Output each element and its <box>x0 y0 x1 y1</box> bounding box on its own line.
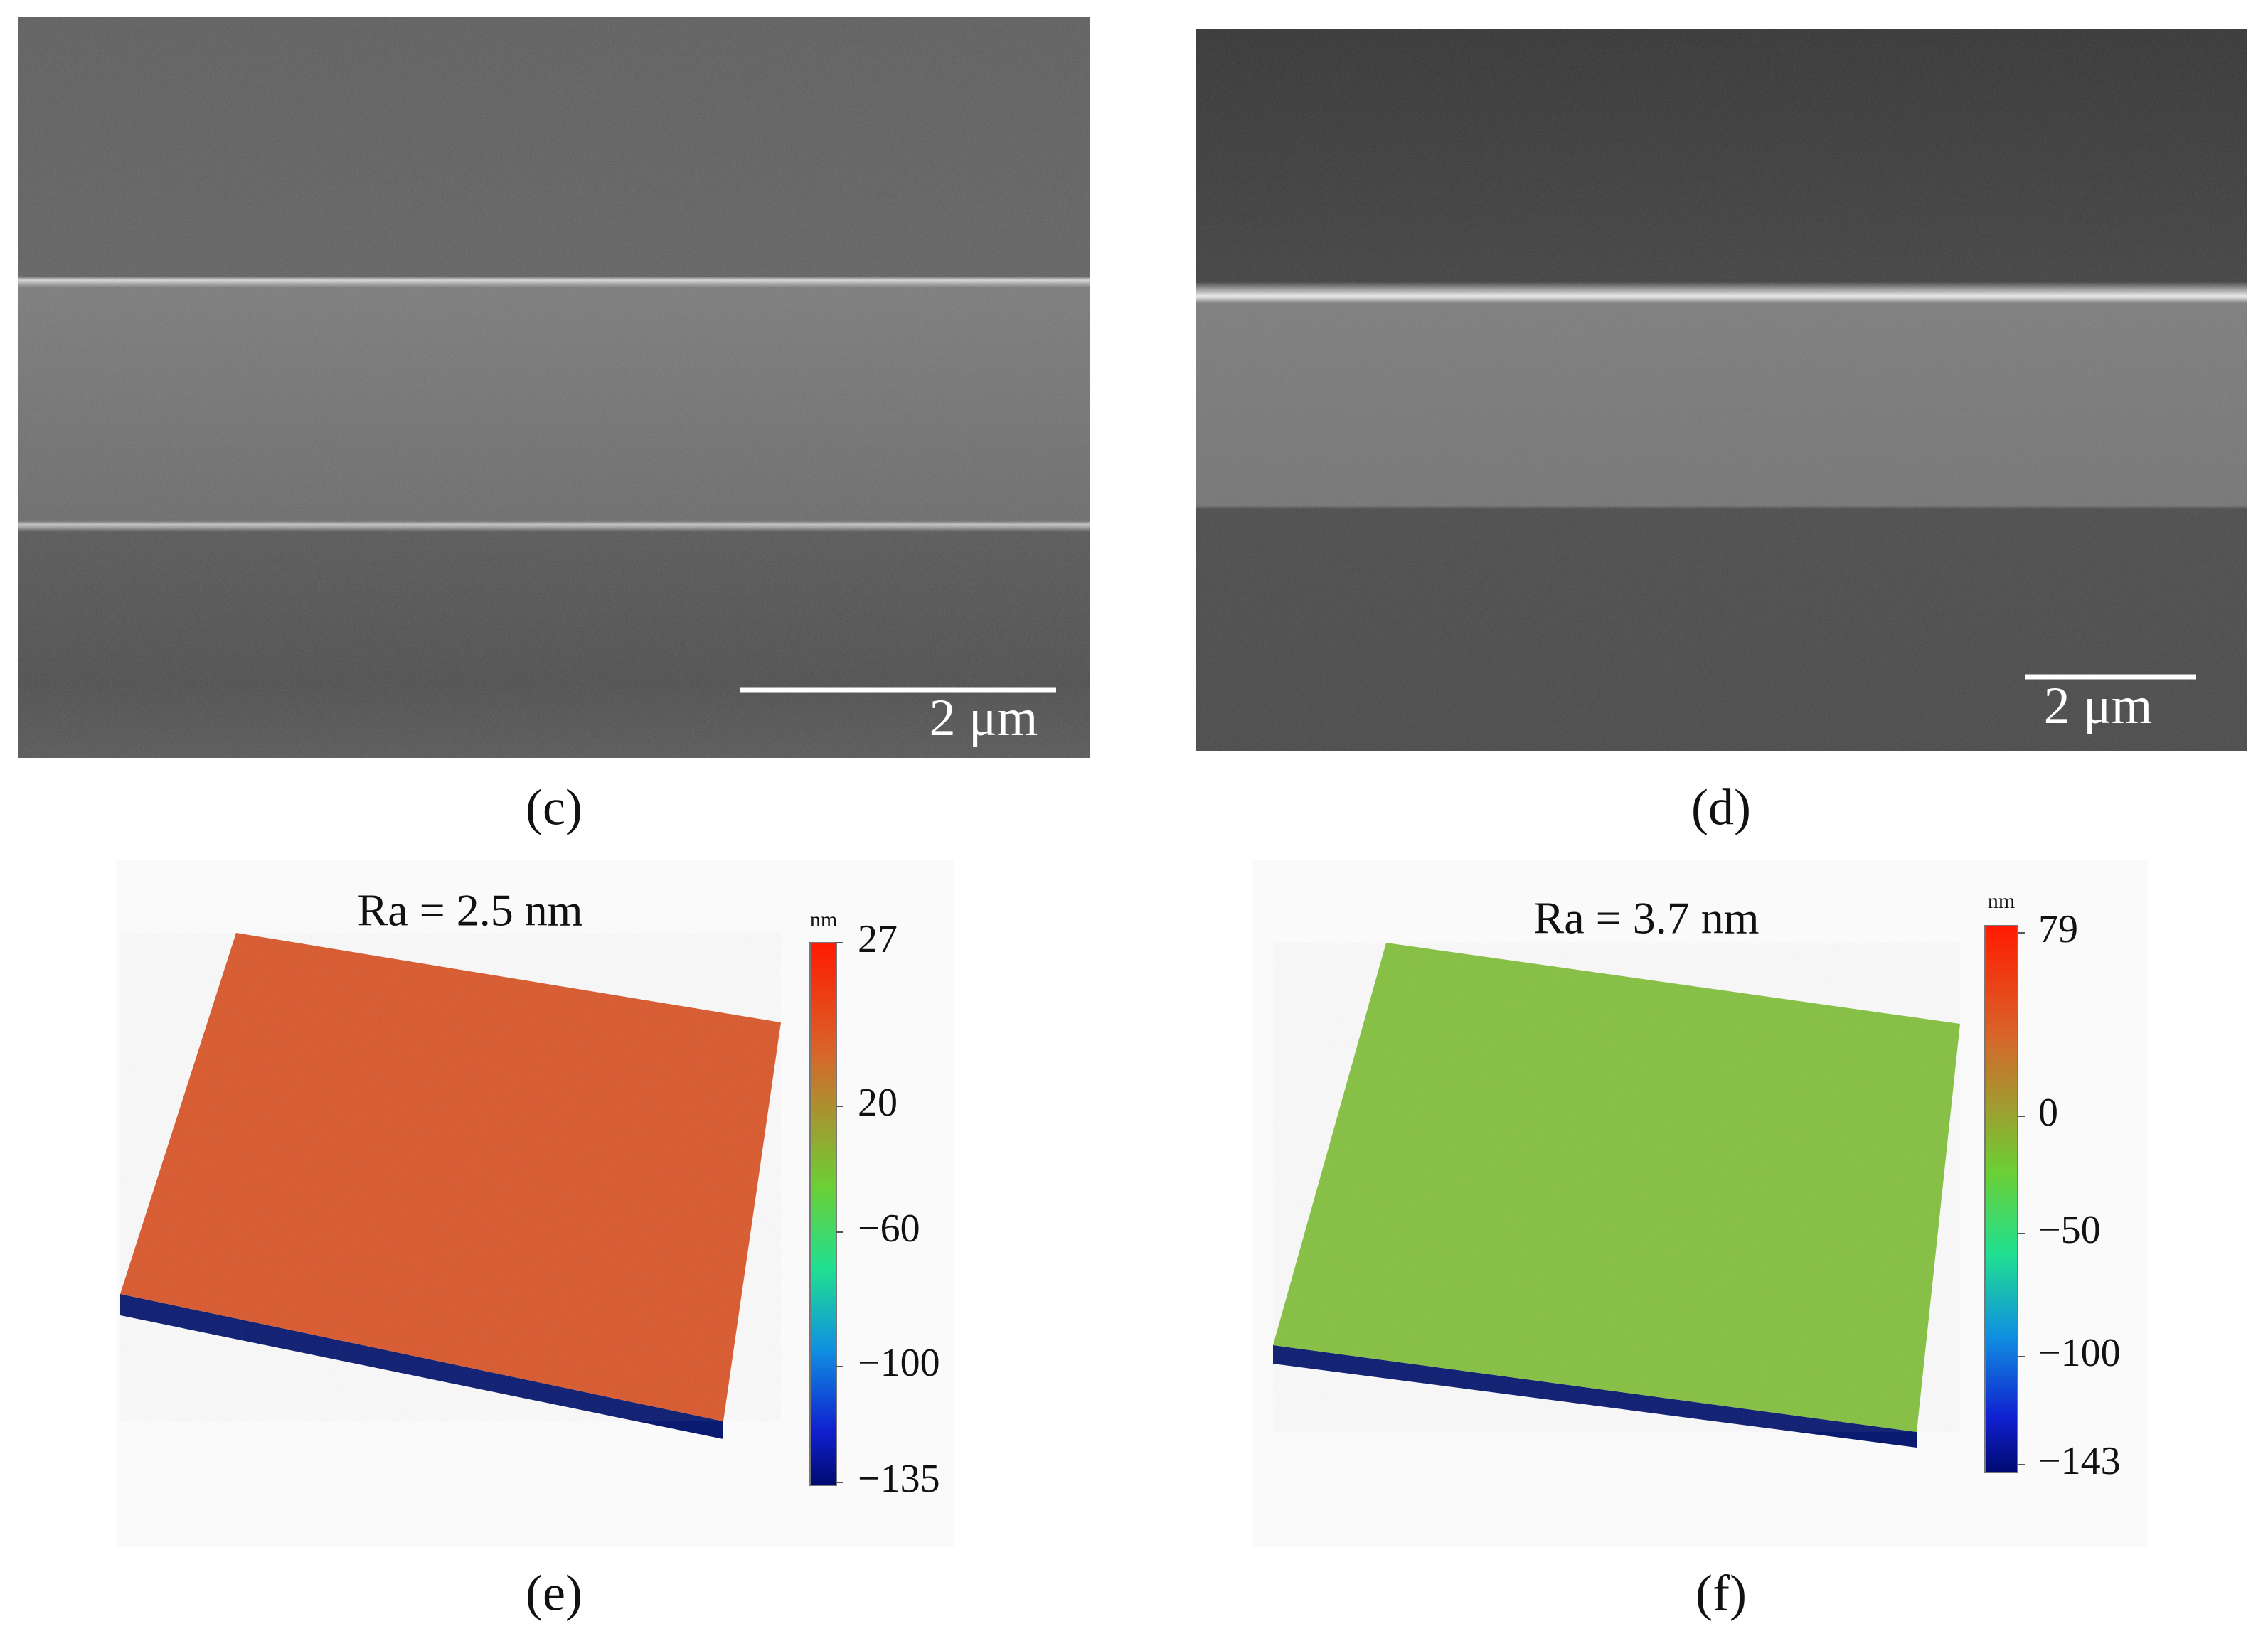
roughness-label: Ra = 3.7 nm <box>1534 893 1759 943</box>
scale-bar-label: 2 μm <box>2044 677 2153 735</box>
colorbar-tick-label: −143 <box>2038 1439 2121 1483</box>
roughness-label: Ra = 2.5 nm <box>358 885 583 936</box>
colorbar <box>1984 925 2018 1473</box>
sem-texture <box>18 17 1090 758</box>
colorbar-tick-label: −135 <box>858 1457 940 1501</box>
sem-panel-d: 2 μm <box>1196 29 2247 751</box>
afm-edge <box>120 1294 723 1439</box>
panel-label: (f) <box>1695 1565 1747 1622</box>
scale-bar-label: 2 μm <box>930 689 1038 747</box>
colorbar <box>809 942 837 1486</box>
afm-panel-e: Ra = 2.5 nm nm <box>116 860 954 1547</box>
panel-label: (c) <box>526 779 582 836</box>
afm-texture <box>1273 943 1960 1432</box>
panel-label: (d) <box>1691 779 1751 836</box>
colorbar-tick-label: 20 <box>858 1081 898 1125</box>
colorbar-tick-label: 79 <box>2038 907 2078 951</box>
colorbar-tick-label: −60 <box>858 1207 920 1251</box>
afm-panel-f: Ra = 3.7 nm nm <box>1252 860 2148 1547</box>
colorbar-tick-label: 27 <box>858 917 898 961</box>
colorbar-tick-label: −100 <box>2038 1331 2121 1375</box>
colorbar-unit: nm <box>1988 889 2015 913</box>
afm-texture <box>120 933 781 1421</box>
colorbar-tick-label: 0 <box>2038 1091 2058 1135</box>
colorbar-tick-label: −100 <box>858 1341 940 1385</box>
sem-panel-c: 2 μm <box>18 17 1090 758</box>
colorbar-unit: nm <box>810 908 837 931</box>
afm-edge <box>1273 1345 1917 1448</box>
panel-label: (e) <box>526 1565 582 1622</box>
sem-texture <box>1196 29 2247 751</box>
colorbar-tick-label: −50 <box>2038 1208 2101 1252</box>
